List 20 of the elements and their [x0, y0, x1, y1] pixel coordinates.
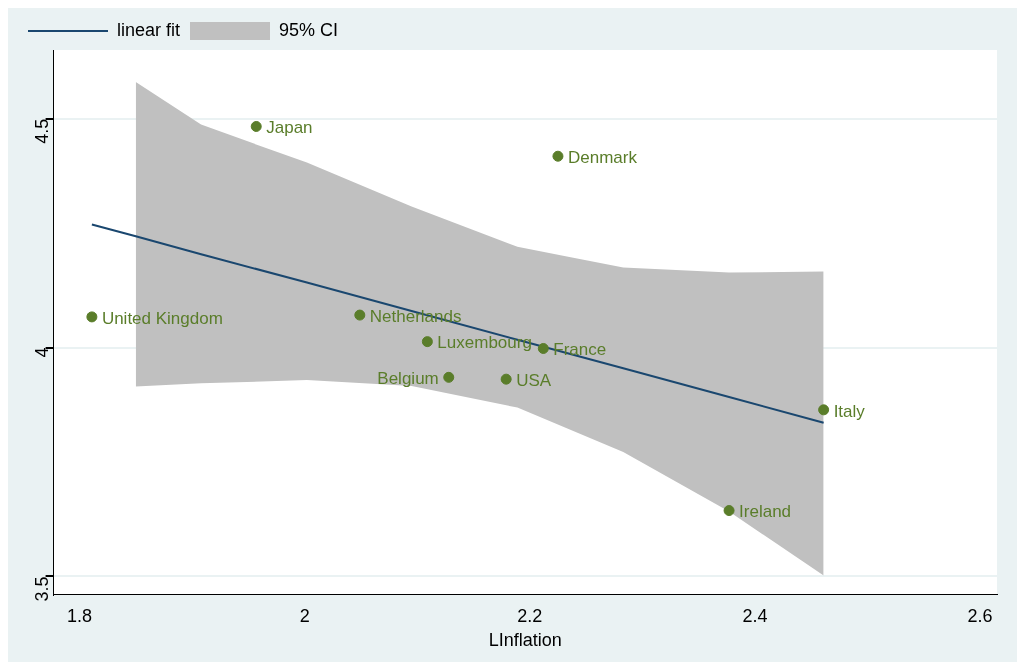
annotation: Ireland: [739, 502, 792, 522]
legend-label: linear fit: [117, 19, 181, 40]
x-tick-label: 2.6: [967, 605, 993, 626]
annotation: Denmark: [567, 147, 638, 167]
x-axis-title: LInflation: [488, 630, 562, 651]
legend-title: 95% CI: [279, 19, 339, 40]
y-tick-label: 4: [31, 347, 52, 358]
x-tick-label: 2.4: [742, 605, 768, 626]
annotation: United Kingdom: [101, 308, 223, 328]
x-tick-label: 2.2: [517, 605, 543, 626]
annotation: Luxembourg: [437, 333, 532, 353]
annotation: Italy: [833, 401, 866, 421]
annotation: Japan: [266, 118, 313, 138]
annotation: France: [553, 340, 607, 360]
y-tick-label: 4.5: [31, 118, 52, 144]
annotation: Belgium: [377, 369, 439, 389]
x-tick-label: 1.8: [66, 605, 93, 626]
x-tick-label: 2: [299, 605, 310, 626]
annotation: USA: [516, 370, 552, 390]
y-tick-label: 3.5: [31, 576, 52, 602]
